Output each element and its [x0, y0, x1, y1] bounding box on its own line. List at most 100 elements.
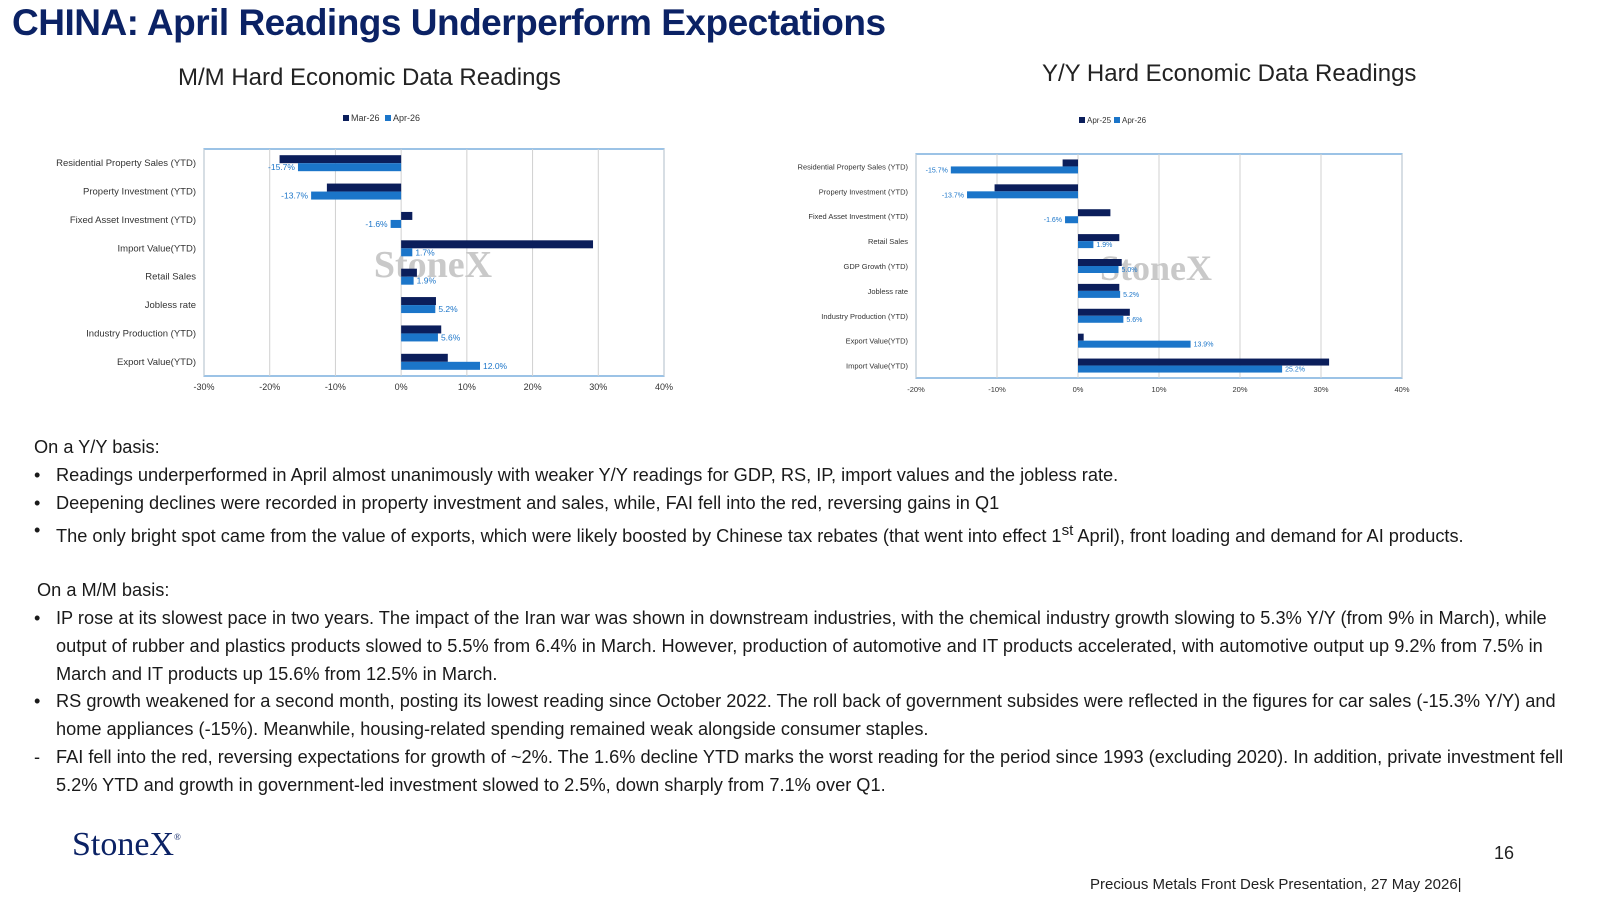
data-label: -1.6%: [1044, 217, 1062, 224]
logo-text: StoneX: [72, 826, 174, 863]
mm-bar-chart: -30% -20% -10% 0% 10% 20% 30% 40% StoneX Resident…: [56, 113, 673, 392]
category-label: Export Value(YTD): [846, 337, 909, 346]
bar-apr-26: [311, 191, 402, 200]
bar-apr-25: [1078, 333, 1084, 341]
x-tick-label: 40%: [1394, 385, 1409, 394]
mm-bullet-2: • RS growth weakened for a second month, …: [34, 688, 1574, 744]
data-label: 5.6%: [1126, 317, 1142, 324]
commentary: On a Y/Y basis: • Readings underperformed…: [34, 434, 1574, 800]
x-tick-label: 20%: [1232, 385, 1247, 394]
yy-bullet-2-text: Deepening declines were recorded in prop…: [56, 492, 1000, 513]
category-label: Industry Production (YTD): [86, 328, 196, 339]
bar-apr-26: [967, 191, 1078, 199]
bar-apr-25: [994, 184, 1078, 192]
category-label: Export Value(YTD): [117, 357, 196, 368]
mm-bullet-3: - FAI fell into the red, reversing expect…: [34, 744, 1574, 800]
yy-bullet-3-text: The only bright spot came from the value…: [56, 526, 1062, 547]
legend-label: Apr-26: [393, 113, 420, 123]
legend-label: Apr-25: [1087, 116, 1112, 125]
x-tick-label: 10%: [1151, 385, 1166, 394]
legend-label: Apr-26: [1122, 116, 1147, 125]
bar-apr-26: [1065, 216, 1078, 224]
bar-apr-26: [1078, 241, 1094, 249]
mm-bullet-list: • IP rose at its slowest pace in two year…: [34, 605, 1574, 800]
bar-mar-26: [401, 353, 448, 362]
category-label: Industry Production (YTD): [821, 312, 908, 321]
bar-mar-26: [401, 240, 594, 249]
page-number: 16: [1494, 843, 1515, 863]
x-tick-label: -30%: [193, 382, 214, 392]
mm-chart-title: M/M Hard Economic Data Readings: [178, 64, 561, 91]
x-tick-label: 30%: [1313, 385, 1328, 394]
mm-bullet-2-text: RS growth weakened for a second month, p…: [56, 691, 1556, 740]
yy-bullet-2: • Deepening declines were recorded in pro…: [34, 490, 1574, 518]
bullet-mark: •: [34, 464, 41, 485]
category-label: GDP Growth (YTD): [844, 262, 909, 271]
yy-bullet-3-text-end: April), front loading and demand for AI …: [1073, 526, 1464, 547]
bar-apr-26: [401, 276, 414, 285]
data-label: -13.7%: [281, 191, 308, 201]
bullet-mark: •: [34, 608, 41, 629]
bar-apr-25: [1078, 308, 1130, 316]
watermark-text: StoneX: [374, 244, 492, 286]
bar-apr-26: [297, 163, 402, 172]
registered-mark: ®: [174, 832, 181, 842]
data-label: 1.9%: [1096, 242, 1112, 249]
bar-apr-26: [950, 166, 1078, 174]
data-label: 1.9%: [417, 276, 437, 286]
x-tick-label: -10%: [325, 382, 346, 392]
category-label: Retail Sales: [145, 272, 196, 283]
bar-mar-26: [401, 325, 442, 334]
x-tick-label: 20%: [524, 382, 542, 392]
bar-mar-26: [401, 297, 436, 306]
bar-apr-25: [1078, 209, 1111, 217]
data-label: 5.0%: [1122, 267, 1138, 274]
legend-swatch: [1114, 117, 1120, 123]
ordinal-suffix: st: [1061, 522, 1074, 540]
bullet-mark: •: [34, 691, 41, 712]
category-label: Import Value(YTD): [846, 362, 908, 371]
bar-apr-26: [401, 305, 436, 314]
x-tick-label: -10%: [988, 385, 1006, 394]
x-tick-label: 0%: [1073, 385, 1084, 394]
data-label: 5.6%: [441, 332, 461, 342]
footer-text: Precious Metals Front Desk Presentation,…: [1090, 876, 1462, 893]
mm-bullet-1: • IP rose at its slowest pace in two year…: [34, 605, 1574, 688]
bar-apr-26: [401, 333, 438, 342]
category-label: Fixed Asset Investment (YTD): [70, 215, 196, 226]
category-label: Fixed Asset Investment (YTD): [808, 212, 908, 221]
bar-apr-26: [1078, 340, 1191, 348]
bar-apr-25: [1078, 234, 1120, 242]
legend-label: Mar-26: [351, 113, 380, 123]
bar-mar-26: [401, 211, 413, 220]
category-label: Residential Property Sales (YTD): [56, 158, 196, 169]
data-label: -15.7%: [926, 167, 948, 174]
data-label: 13.9%: [1194, 342, 1214, 349]
data-label: -1.6%: [365, 219, 388, 229]
data-label: 25.2%: [1285, 367, 1305, 374]
yy-bullet-list: • Readings underperformed in April almost…: [34, 462, 1574, 551]
yy-chart-title: Y/Y Hard Economic Data Readings: [1042, 60, 1417, 87]
bar-apr-26: [1078, 266, 1119, 273]
category-label: Residential Property Sales (YTD): [798, 162, 909, 171]
category-label: Retail Sales: [868, 237, 908, 246]
data-label: 1.7%: [415, 247, 435, 257]
bar-apr-25: [1078, 283, 1120, 291]
category-label: Property Investment (YTD): [83, 187, 196, 198]
category-label: Import Value(YTD): [118, 243, 196, 254]
yy-bar-chart: -20% -10% 0% 10% 20% 30% 40% StoneX Residential …: [798, 116, 1410, 394]
bar-apr-26: [390, 219, 402, 228]
bar-apr-26: [1078, 290, 1121, 298]
watermark-text: StoneX: [1100, 248, 1212, 288]
dash-mark: -: [34, 747, 41, 768]
legend-swatch: [385, 115, 391, 121]
mm-bullet-1-text: IP rose at its slowest pace in two years…: [56, 608, 1547, 684]
legend-swatch: [343, 115, 349, 121]
x-tick-label: 30%: [589, 382, 607, 392]
data-label: 12.0%: [483, 361, 508, 371]
x-tick-label: 10%: [458, 382, 476, 392]
x-tick-label: -20%: [907, 385, 925, 394]
slide-title: CHINA: April Readings Underperform Expec…: [12, 2, 886, 43]
bar-apr-26: [1078, 315, 1124, 323]
yy-heading: On a Y/Y basis:: [34, 437, 160, 457]
